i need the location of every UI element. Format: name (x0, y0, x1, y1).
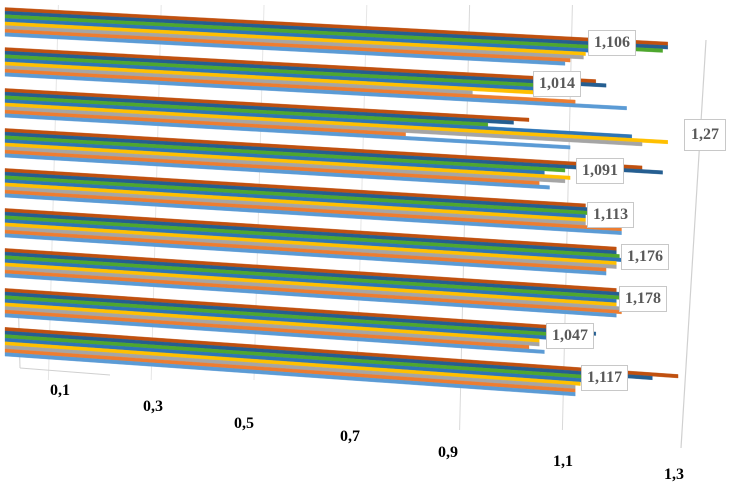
bar-g9-s8 (4, 327, 679, 379)
bar-g5-s1 (4, 193, 622, 235)
bar-g8-s7 (4, 291, 596, 336)
x-tick-label: 0,7 (340, 428, 360, 445)
bar-g9-s1 (4, 352, 576, 397)
bar-g4-s3 (4, 146, 566, 184)
bar-g2-s7 (4, 50, 607, 88)
data-label: 1,113 (587, 202, 635, 228)
bar-g6-s3 (4, 226, 617, 269)
bar-g3-s7 (4, 91, 514, 125)
bar-g1-s7 (4, 10, 668, 50)
bar-g4-s6 (4, 135, 566, 173)
bar-g4-s7 (4, 131, 663, 175)
data-label: 1,091 (576, 158, 624, 184)
bar-g4-s1 (4, 153, 550, 190)
side-wall-line (680, 39, 707, 449)
bar-g8-s1 (4, 313, 545, 354)
bar-g9-s4 (4, 341, 581, 386)
data-label: 1,117 (581, 365, 629, 391)
bar-g1-s4 (4, 21, 586, 56)
bar-g1-s3 (4, 25, 584, 60)
data-label: 1,106 (588, 30, 636, 56)
x-tick-label: 0,1 (50, 382, 70, 399)
data-label: 1,176 (621, 244, 669, 270)
data-label: 1,27 (684, 119, 726, 151)
floor-line (19, 367, 111, 376)
x-tick-label: 0,9 (438, 444, 458, 461)
x-tick-label: 0,5 (234, 415, 254, 432)
bar-g8-s3 (4, 306, 540, 347)
bar-g2-s1 (4, 72, 627, 111)
data-label: 1,014 (533, 71, 581, 97)
data-label: 1,178 (619, 286, 667, 312)
bar-g7-s1 (4, 273, 617, 318)
bar-g3-s1 (4, 113, 571, 150)
bar-g1-s2 (4, 28, 571, 63)
bar-g7-s2 (4, 269, 622, 315)
bar-g3-s8 (4, 88, 530, 122)
bar-g4-s4 (4, 142, 571, 180)
bar-g1-s1 (4, 32, 566, 66)
data-label: 1,047 (546, 323, 594, 349)
bar-g3-s4 (4, 102, 668, 145)
x-tick-label: 0,3 (143, 398, 163, 415)
x-tick-label: 1,3 (664, 466, 684, 483)
bar-g3-s3 (4, 106, 643, 147)
bar-g1-s6 (4, 14, 663, 53)
bar-g6-s1 (4, 233, 607, 276)
x-tick-label: 1,1 (553, 453, 573, 470)
bar-g9-s7 (4, 330, 653, 380)
